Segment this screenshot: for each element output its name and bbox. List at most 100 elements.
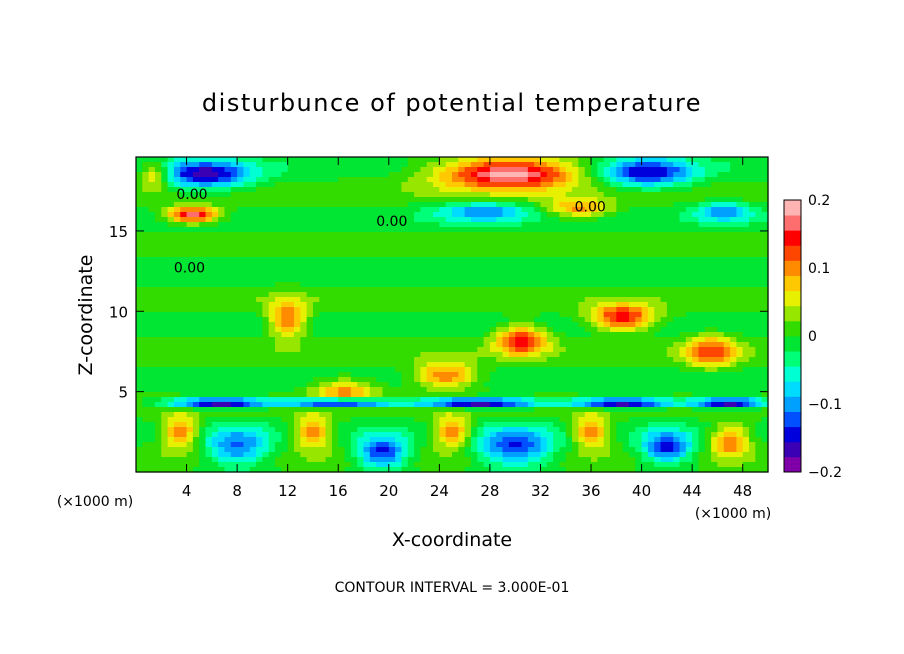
field-cell [192,222,200,228]
field-cell [420,302,428,308]
field-cell [464,362,472,368]
field-cell [654,317,662,323]
field-cell [660,222,668,228]
field-cell [723,382,731,388]
field-cell [401,237,409,243]
field-cell [502,347,510,353]
field-cell [395,362,403,368]
field-cell [755,347,763,353]
field-cell [755,292,763,298]
field-cell [477,192,485,198]
field-cell [211,342,219,348]
field-cell [331,162,339,168]
field-cell [357,212,365,218]
field-cell [218,192,226,198]
field-cell [268,167,276,173]
field-cell [224,302,232,308]
field-cell [622,367,630,373]
field-cell [237,257,245,263]
field-cell [559,357,567,363]
field-cell [249,297,257,303]
field-cell [186,307,194,313]
field-cell [496,187,504,193]
field-cell [761,337,769,343]
field-cell [698,202,706,208]
field-cell [426,252,434,258]
field-cell [742,182,750,188]
field-cell [275,392,282,398]
field-cell [300,227,308,233]
field-cell [192,262,200,268]
field-cell [597,262,605,268]
field-cell [388,157,396,163]
field-cell [452,302,459,308]
field-cell [344,207,352,213]
field-cell [294,402,301,408]
field-cell [369,302,377,308]
field-cell [281,307,289,313]
field-cell [211,167,219,173]
field-cell [578,207,586,213]
field-cell [180,217,188,223]
field-cell [515,287,523,293]
field-cell [401,397,409,403]
field-cell [306,322,314,328]
field-cell [654,162,662,168]
field-cell [300,212,308,218]
field-cell [186,207,194,213]
field-cell [199,247,207,253]
field-cell [685,332,693,338]
field-cell [654,237,662,243]
field-cell [685,307,693,313]
field-cell [211,187,219,193]
field-cell [312,247,320,253]
field-cell [711,277,719,283]
field-cell [426,157,434,163]
field-cell [761,392,769,398]
field-cell [660,172,668,178]
field-cell [711,247,719,253]
field-cell [704,317,712,323]
field-cell [452,372,459,378]
field-cell [439,327,447,333]
field-cell [736,397,744,403]
field-cell [610,277,617,283]
field-cell [237,237,245,243]
field-cell [369,192,377,198]
field-cell [679,347,687,353]
field-cell [363,402,371,408]
field-cell [610,252,617,258]
field-cell [508,247,516,253]
field-cell [275,242,282,248]
field-cell [616,332,624,338]
field-cell [325,372,333,378]
field-cell [218,277,226,283]
field-cell [723,397,731,403]
field-cell [761,282,769,288]
field-cell [673,372,681,378]
field-cell [685,367,693,373]
field-cell [338,197,346,203]
field-cell [660,252,668,258]
field-cell [268,187,276,193]
field-cell [742,207,750,213]
field-cell [628,182,636,188]
field-cell [508,197,516,203]
field-cell [464,297,472,303]
field-cell [420,202,428,208]
field-cell [546,392,554,398]
field-cell [572,402,579,408]
field-cell [489,222,497,228]
field-cell [692,267,700,273]
field-cell [300,357,308,363]
field-cell [357,377,365,383]
field-cell [635,182,643,188]
field-cell [603,357,611,363]
field-cell [445,382,453,388]
field-cell [426,392,434,398]
field-cell [711,217,719,223]
field-cell [331,237,339,243]
field-cell [173,307,181,313]
field-cell [268,227,276,233]
field-cell [572,262,579,268]
